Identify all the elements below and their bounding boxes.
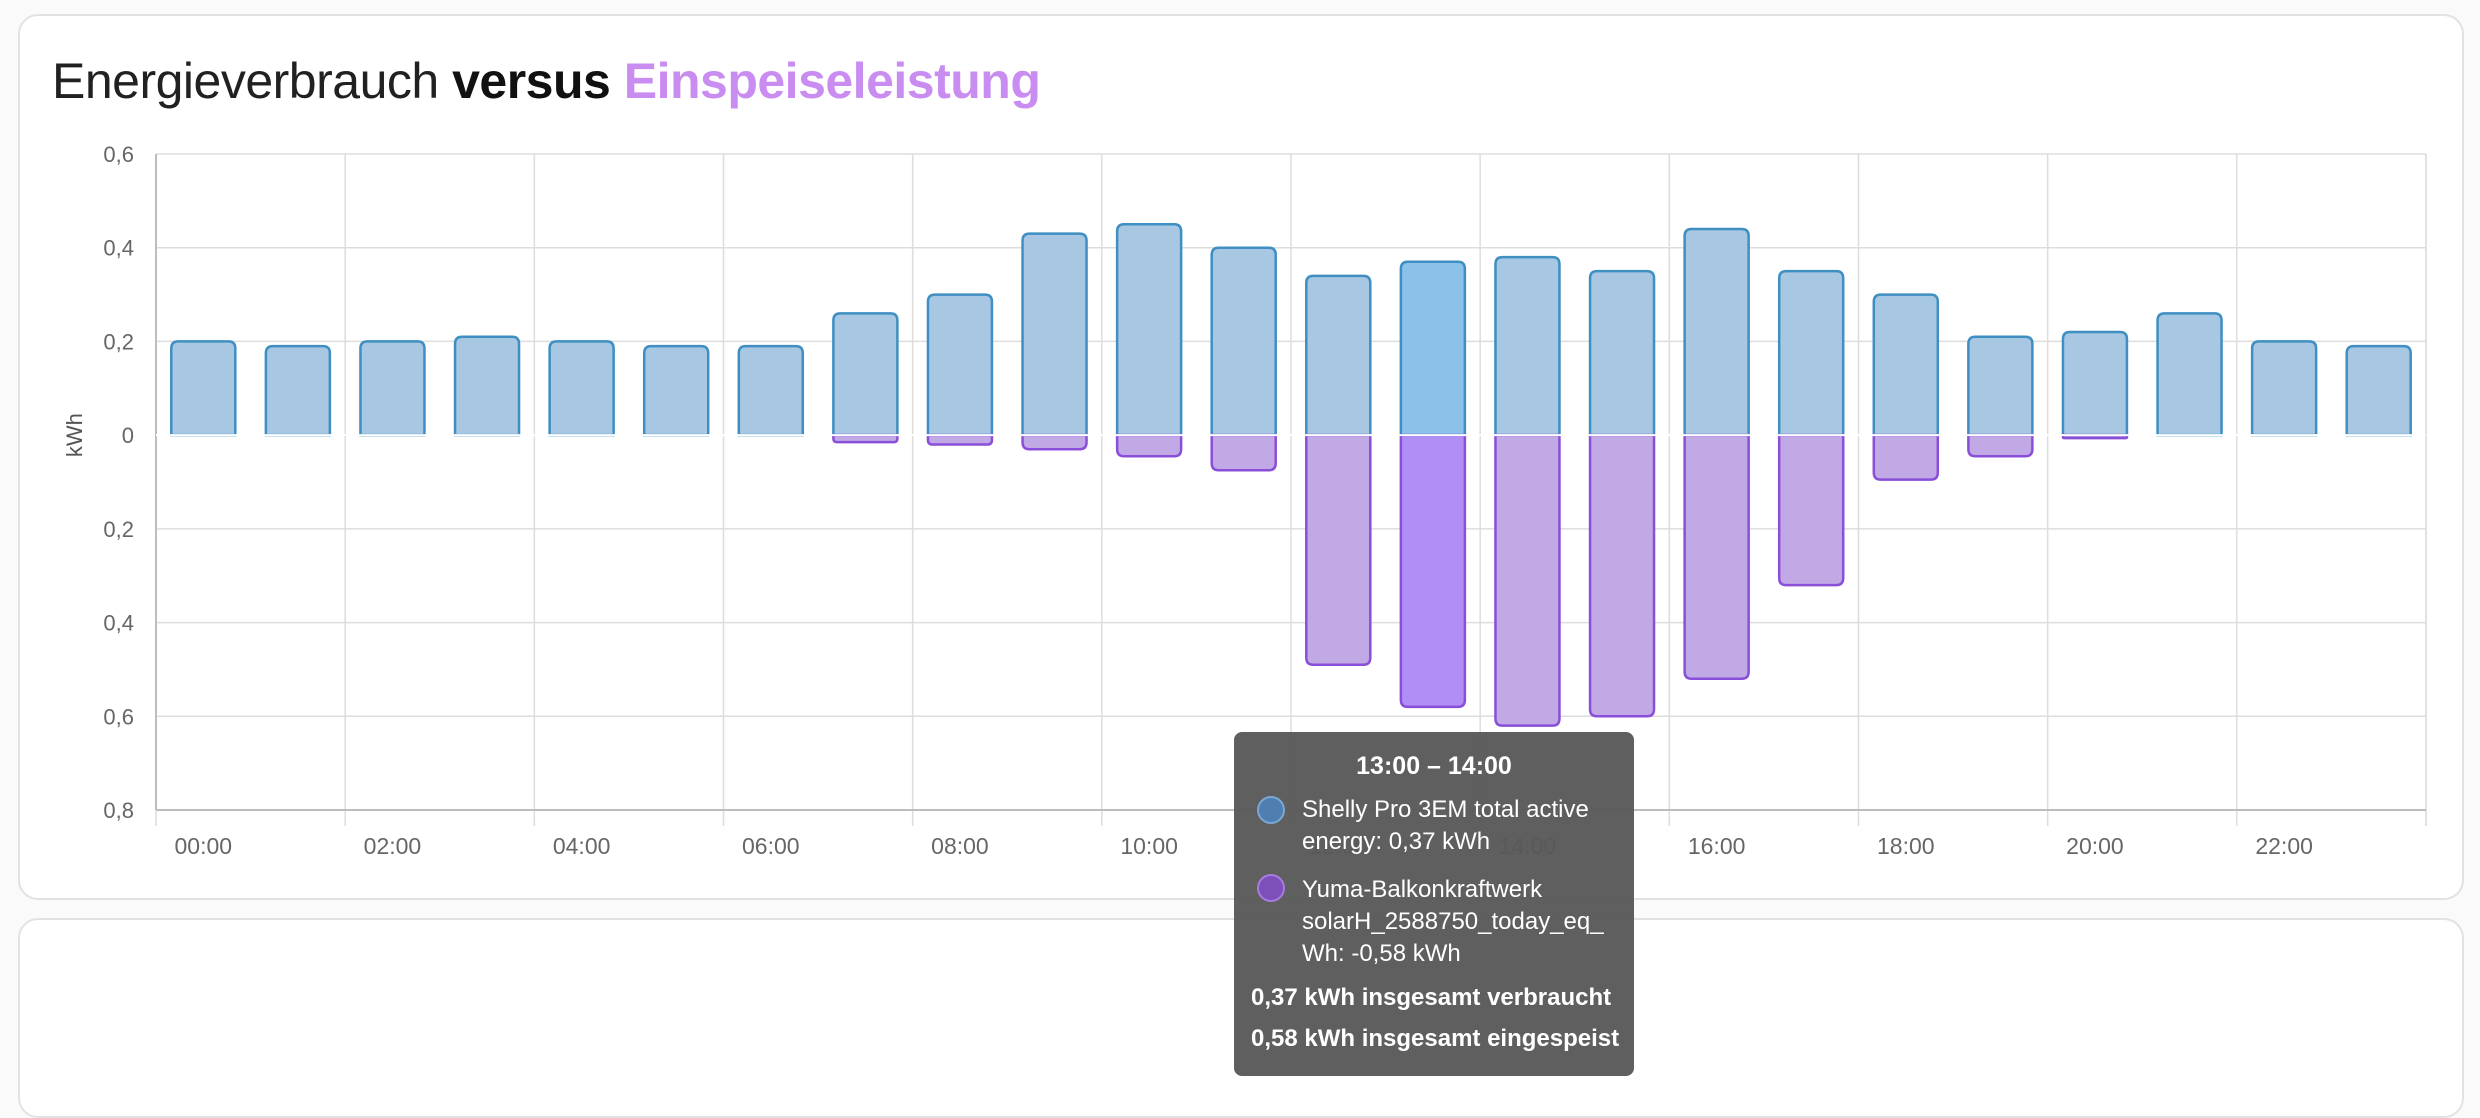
energy-bar-chart[interactable]: 0,6 0,4 0,2 0 0,2 0,4 0,6 0,8 00:00 02:00 04:00 06:… xyxy=(0,0,2480,1084)
consumption-bar[interactable] xyxy=(453,335,521,437)
feed-in-bar[interactable] xyxy=(1021,433,1088,451)
feed-in-bar[interactable] xyxy=(1683,433,1750,681)
x-tick-label: 20:00 xyxy=(2066,833,2124,859)
x-tick-label: 22:00 xyxy=(2255,833,2313,859)
consumption-bar[interactable] xyxy=(1872,293,1940,437)
y-tick-label: 0,6 xyxy=(103,142,134,167)
tooltip-title: 13:00 – 14:00 xyxy=(1356,752,1512,780)
series-feed-in-dot-icon xyxy=(1257,874,1285,902)
x-tick-label: 10:00 xyxy=(1120,833,1178,859)
y-tick-label: 0,6 xyxy=(103,704,134,729)
consumption-bar[interactable] xyxy=(359,340,426,437)
tooltip-row-feed-in: Yuma-Balkonkraftwerk solarH_2588750_toda… xyxy=(1302,876,1604,967)
chart-grid xyxy=(155,153,2427,826)
feed-in-bar[interactable] xyxy=(926,433,994,446)
feed-in-bar[interactable] xyxy=(1777,433,1845,587)
x-tick-label: 04:00 xyxy=(553,833,611,859)
chart-bars[interactable] xyxy=(170,223,2412,727)
x-tick-label: 08:00 xyxy=(931,833,989,859)
consumption-bar[interactable] xyxy=(2250,340,2318,437)
feed-in-bar[interactable] xyxy=(1399,433,1467,709)
consumption-bar[interactable] xyxy=(548,340,615,437)
y-axis-label: kWh xyxy=(62,413,87,457)
title-versus: versus xyxy=(452,53,611,109)
consumption-bar[interactable] xyxy=(832,312,899,437)
chart-tooltip: 13:00 – 14:00 Shelly Pro 3EM total activ… xyxy=(1234,732,1634,1076)
feed-in-bar[interactable] xyxy=(1588,433,1656,718)
x-tick-label: 00:00 xyxy=(175,833,233,859)
tooltip-sum-fed-in: 0,58 kWh insgesamt eingespeist xyxy=(1251,1025,1620,1052)
y-tick-label: 0,4 xyxy=(103,236,134,261)
chart-axes: 0,6 0,4 0,2 0 0,2 0,4 0,6 0,8 00:00 02:00 04:00 06:… xyxy=(62,142,2426,859)
consumption-bar[interactable] xyxy=(264,344,332,437)
chart-title: Energieverbrauch versus Einspeiseleistun… xyxy=(52,52,1041,110)
consumption-bar[interactable] xyxy=(1777,269,1845,437)
feed-in-bar[interactable] xyxy=(1115,433,1183,458)
feed-in-bar[interactable] xyxy=(1305,433,1372,666)
consumption-bar[interactable] xyxy=(1683,227,1750,437)
consumption-bar[interactable] xyxy=(642,344,710,437)
consumption-bar[interactable] xyxy=(1021,232,1088,437)
x-tick-label: 16:00 xyxy=(1688,833,1746,859)
consumption-bar[interactable] xyxy=(170,340,237,437)
y-tick-label: 0,2 xyxy=(103,329,134,354)
consumption-bar[interactable] xyxy=(737,344,805,437)
consumption-bar[interactable] xyxy=(1305,274,1372,437)
consumption-bar[interactable] xyxy=(2345,344,2412,437)
tooltip-sum-consumed: 0,37 kWh insgesamt verbraucht xyxy=(1251,984,1612,1011)
tooltip-row-consumption: Shelly Pro 3EM total active energy: 0,37… xyxy=(1302,796,1589,855)
y-tick-label: 0,2 xyxy=(103,517,134,542)
consumption-bar[interactable] xyxy=(1115,223,1183,437)
feed-in-bar[interactable] xyxy=(832,433,899,444)
y-tick-label: 0 xyxy=(122,423,134,448)
title-consumption: Energieverbrauch xyxy=(52,53,439,109)
series-consumption-dot-icon xyxy=(1257,796,1285,824)
x-tick-label: 02:00 xyxy=(364,833,422,859)
consumption-bar[interactable] xyxy=(1588,269,1656,437)
consumption-bar[interactable] xyxy=(1399,260,1467,437)
feed-in-bar[interactable] xyxy=(1210,433,1277,472)
consumption-bar[interactable] xyxy=(1210,246,1277,437)
x-tick-label: 18:00 xyxy=(1877,833,1935,859)
feed-in-bar[interactable] xyxy=(1967,433,2034,458)
consumption-bar[interactable] xyxy=(926,293,994,437)
y-tick-label: 0,8 xyxy=(103,798,134,823)
consumption-bar[interactable] xyxy=(1967,335,2034,437)
consumption-bar[interactable] xyxy=(2061,330,2129,437)
consumption-bar[interactable] xyxy=(1494,255,1561,437)
x-tick-label: 06:00 xyxy=(742,833,800,859)
consumption-bar[interactable] xyxy=(2156,312,2223,437)
title-feed-in: Einspeiseleistung xyxy=(623,53,1041,109)
y-tick-label: 0,4 xyxy=(103,611,134,636)
feed-in-bar[interactable] xyxy=(1494,433,1561,727)
feed-in-bar[interactable] xyxy=(1872,433,1940,481)
